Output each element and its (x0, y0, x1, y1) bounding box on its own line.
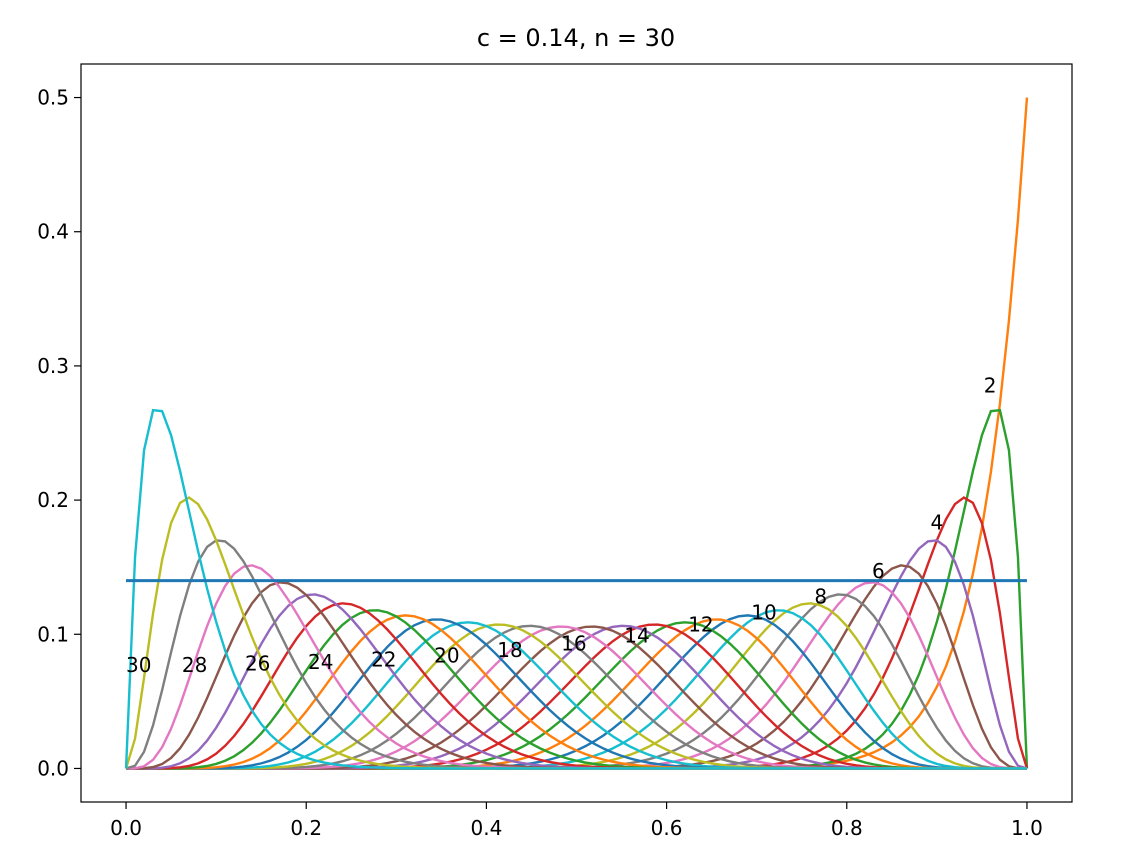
chart-title: c = 0.14, n = 30 (477, 24, 675, 52)
x-tick-label: 0.6 (651, 816, 683, 840)
x-tick-label: 0.4 (471, 816, 503, 840)
series-line-30 (124, 408, 1027, 770)
curve-label-26: 26 (245, 652, 270, 676)
curve-label-18: 18 (497, 638, 522, 662)
curve-label-10: 10 (751, 601, 776, 625)
curve-label-6: 6 (872, 559, 885, 583)
curve-label-12: 12 (688, 613, 713, 637)
plot-frame (80, 63, 1073, 803)
curve-label-20: 20 (434, 643, 459, 667)
curve-label-2: 2 (984, 374, 997, 398)
series-group (124, 97, 1029, 770)
curve-label-8: 8 (814, 584, 827, 608)
x-tick-label: 0.2 (290, 816, 322, 840)
curve-label-22: 22 (371, 647, 396, 671)
x-tick-label: 0.0 (110, 816, 142, 840)
curve-label-24: 24 (308, 650, 333, 674)
y-tick-label: 0.3 (37, 354, 69, 378)
curve-label-4: 4 (931, 511, 944, 535)
curve-label-28: 28 (182, 653, 207, 677)
y-tick-label: 0.4 (37, 220, 69, 244)
x-tick-label: 1.0 (1011, 816, 1043, 840)
curve-label-30: 30 (126, 653, 151, 677)
y-tick-label: 0.1 (37, 622, 69, 646)
curve-label-14: 14 (624, 623, 649, 647)
x-axis: 0.0 0.2 0.4 0.6 0.8 1.0 (110, 802, 1043, 840)
y-axis: 0.0 0.1 0.2 0.3 0.4 0.5 (37, 86, 81, 780)
curve-label-16: 16 (561, 631, 586, 655)
y-tick-label: 0.5 (37, 86, 69, 110)
y-tick-label: 0.0 (37, 756, 69, 780)
y-tick-label: 0.2 (37, 488, 69, 512)
x-tick-label: 0.8 (831, 816, 863, 840)
